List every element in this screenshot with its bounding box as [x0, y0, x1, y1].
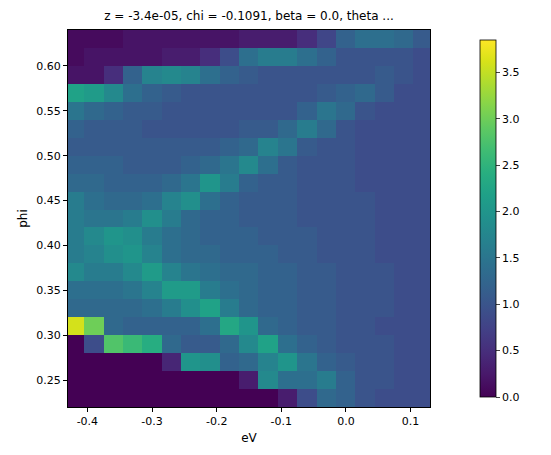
- svg-text:1.0: 1.0: [502, 298, 519, 311]
- svg-text:0.50: 0.50: [36, 150, 61, 163]
- svg-text:0.35: 0.35: [36, 284, 61, 297]
- svg-text:2.5: 2.5: [502, 159, 519, 172]
- svg-text:3.5: 3.5: [502, 66, 519, 79]
- svg-text:-0.2: -0.2: [206, 415, 227, 428]
- svg-text:3.0: 3.0: [502, 113, 519, 126]
- svg-text:-0.1: -0.1: [271, 415, 292, 428]
- svg-text:-0.3: -0.3: [141, 415, 162, 428]
- svg-text:0.40: 0.40: [36, 239, 61, 252]
- svg-text:0.60: 0.60: [36, 60, 61, 73]
- svg-text:eV: eV: [241, 431, 257, 445]
- svg-text:1.5: 1.5: [502, 252, 519, 265]
- svg-text:0.5: 0.5: [502, 344, 519, 357]
- svg-text:0.0: 0.0: [337, 415, 355, 428]
- svg-text:0.25: 0.25: [36, 374, 61, 387]
- svg-text:0.0: 0.0: [502, 391, 519, 404]
- svg-text:2.0: 2.0: [502, 205, 519, 218]
- svg-text:z = -3.4e-05, chi = -0.1091, b: z = -3.4e-05, chi = -0.1091, beta = 0.0,…: [104, 9, 394, 23]
- svg-text:0.45: 0.45: [36, 194, 61, 207]
- svg-text:0.30: 0.30: [36, 329, 61, 342]
- svg-text:0.1: 0.1: [402, 415, 420, 428]
- svg-text:0.55: 0.55: [36, 105, 61, 118]
- svg-text:phi: phi: [16, 209, 30, 228]
- svg-text:-0.4: -0.4: [77, 415, 98, 428]
